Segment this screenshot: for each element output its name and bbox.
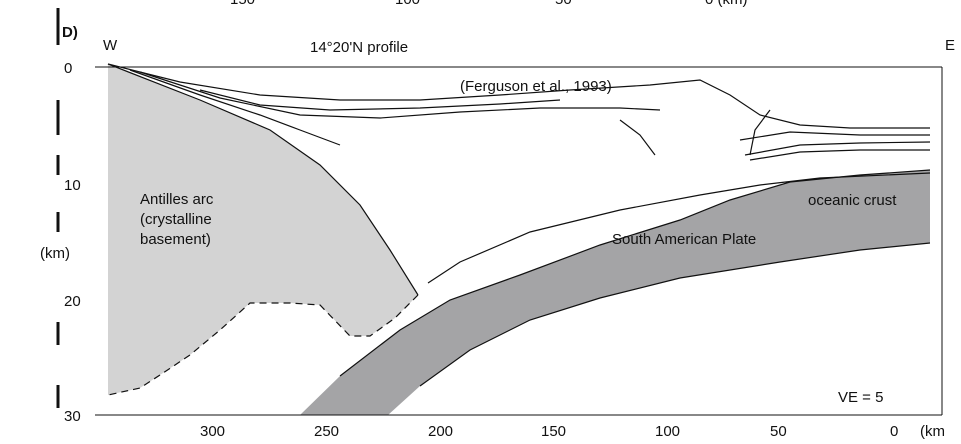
top-tick-label: 0 (km) (705, 0, 748, 8)
source: (Ferguson et al., 1993) (460, 78, 612, 95)
seafloor (107, 63, 930, 129)
y-tick-label: 30 (64, 408, 81, 425)
plate-region (300, 170, 930, 415)
x-tick-label: 250 (314, 423, 339, 439)
top-tick-label: 150 (230, 0, 255, 8)
x-tick-label: 50 (770, 423, 787, 439)
east-label: E (945, 37, 955, 54)
panel-label: D) (62, 24, 78, 41)
decollement (427, 172, 931, 284)
y-tick-label: 0 (64, 60, 72, 77)
x-axis-unit: (km (920, 423, 945, 439)
arc-label: basement) (140, 231, 211, 248)
arc-boundary (107, 63, 419, 296)
thrust (749, 109, 771, 156)
sediment-line (739, 131, 930, 141)
sediment-line (749, 149, 930, 161)
x-tick-label: 100 (655, 423, 680, 439)
x-tick-label: 150 (541, 423, 566, 439)
x-tick-label: 0 (890, 423, 898, 439)
arc-label: (crystalline (140, 211, 212, 228)
arc-label: Antilles arc (140, 191, 214, 208)
ve-label: VE = 5 (838, 389, 883, 406)
west-label: W (103, 37, 118, 54)
crust-label: oceanic crust (808, 192, 897, 209)
sediment-line (199, 89, 561, 111)
plate-top (339, 169, 931, 377)
thrust (619, 119, 656, 156)
x-tick-label: 200 (428, 423, 453, 439)
sediment-line (139, 71, 661, 119)
x-tick-label: 300 (200, 423, 225, 439)
arc-base (107, 294, 419, 396)
plate-bottom (419, 242, 931, 387)
top-tick-label: 50 (555, 0, 572, 8)
y-axis-label: (km) (40, 245, 70, 262)
top-tick-label: 100 (395, 0, 420, 8)
y-tick-label: 10 (64, 177, 81, 194)
title: 14°20'N profile (310, 39, 408, 56)
plate-label: South American Plate (612, 231, 756, 248)
y-tick-label: 20 (64, 293, 81, 310)
sediment-line (129, 69, 341, 146)
arc-region (108, 64, 418, 395)
sediment-line (744, 141, 931, 156)
